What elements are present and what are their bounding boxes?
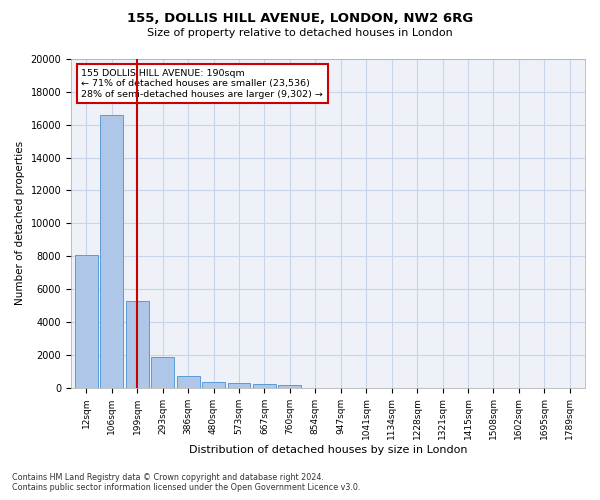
Bar — [253, 384, 276, 388]
Text: 155 DOLLIS HILL AVENUE: 190sqm
← 71% of detached houses are smaller (23,536)
28%: 155 DOLLIS HILL AVENUE: 190sqm ← 71% of … — [82, 69, 323, 98]
Y-axis label: Number of detached properties: Number of detached properties — [15, 141, 25, 306]
Bar — [227, 383, 250, 388]
Text: Size of property relative to detached houses in London: Size of property relative to detached ho… — [147, 28, 453, 38]
Bar — [176, 376, 200, 388]
Bar — [151, 357, 174, 388]
Bar — [278, 384, 301, 388]
Bar — [126, 300, 149, 388]
Text: 155, DOLLIS HILL AVENUE, LONDON, NW2 6RG: 155, DOLLIS HILL AVENUE, LONDON, NW2 6RG — [127, 12, 473, 26]
Bar — [100, 115, 123, 388]
Bar — [202, 382, 225, 388]
Text: Contains HM Land Registry data © Crown copyright and database right 2024.
Contai: Contains HM Land Registry data © Crown c… — [12, 473, 361, 492]
Bar — [75, 254, 98, 388]
X-axis label: Distribution of detached houses by size in London: Distribution of detached houses by size … — [189, 445, 467, 455]
